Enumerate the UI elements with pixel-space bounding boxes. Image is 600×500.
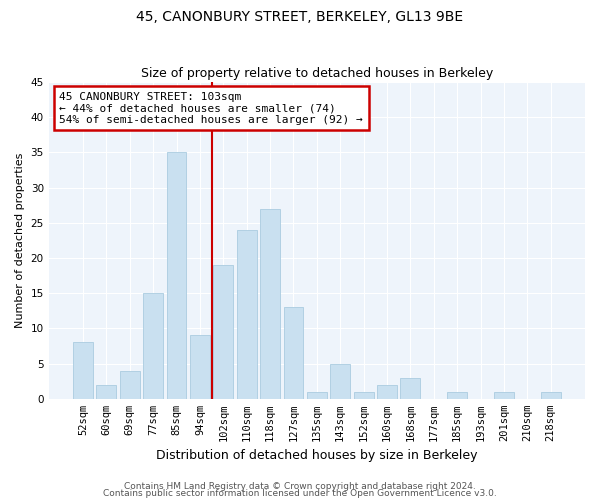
- Bar: [120, 370, 140, 399]
- Text: Contains HM Land Registry data © Crown copyright and database right 2024.: Contains HM Land Registry data © Crown c…: [124, 482, 476, 491]
- Bar: [214, 265, 233, 399]
- Bar: [260, 209, 280, 399]
- Bar: [97, 384, 116, 399]
- Bar: [377, 384, 397, 399]
- Title: Size of property relative to detached houses in Berkeley: Size of property relative to detached ho…: [141, 66, 493, 80]
- Bar: [237, 230, 257, 399]
- Text: 45, CANONBURY STREET, BERKELEY, GL13 9BE: 45, CANONBURY STREET, BERKELEY, GL13 9BE: [136, 10, 464, 24]
- Bar: [190, 336, 210, 399]
- X-axis label: Distribution of detached houses by size in Berkeley: Distribution of detached houses by size …: [156, 450, 478, 462]
- Bar: [167, 152, 187, 399]
- Bar: [284, 308, 304, 399]
- Bar: [353, 392, 374, 399]
- Y-axis label: Number of detached properties: Number of detached properties: [15, 152, 25, 328]
- Bar: [494, 392, 514, 399]
- Bar: [73, 342, 93, 399]
- Bar: [541, 392, 560, 399]
- Bar: [330, 364, 350, 399]
- Text: Contains public sector information licensed under the Open Government Licence v3: Contains public sector information licen…: [103, 489, 497, 498]
- Text: 45 CANONBURY STREET: 103sqm
← 44% of detached houses are smaller (74)
54% of sem: 45 CANONBURY STREET: 103sqm ← 44% of det…: [59, 92, 363, 125]
- Bar: [307, 392, 327, 399]
- Bar: [400, 378, 421, 399]
- Bar: [143, 293, 163, 399]
- Bar: [447, 392, 467, 399]
